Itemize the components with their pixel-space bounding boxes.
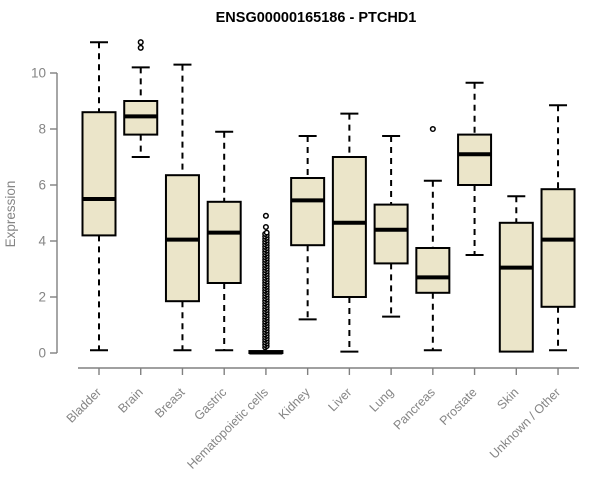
box-group-gastric: [206, 130, 242, 352]
outlier-point: [429, 125, 436, 133]
box-group-kidney: [290, 135, 326, 321]
iqr-box: [290, 177, 326, 247]
outlier-point: [262, 223, 269, 231]
box-group-pancreas: [415, 125, 451, 352]
box-group-hematopoietic-cells: [248, 212, 284, 355]
x-tick-label: Breast: [152, 385, 188, 421]
iqr-box: [331, 156, 367, 298]
x-tick-label: Hematopoietic cells: [184, 385, 271, 472]
chart-title: ENSG00000165186 - PTCHD1: [216, 10, 417, 26]
iqr-box: [498, 221, 534, 353]
x-tick-label: Prostate: [437, 385, 480, 428]
x-tick-label: Bladder: [64, 385, 104, 425]
outlier-point: [263, 229, 270, 236]
iqr-box: [206, 200, 242, 284]
outlier-point: [137, 44, 144, 51]
y-tick-label: 6: [38, 178, 46, 193]
x-tick-label: Pancreas: [391, 385, 438, 432]
box-group-liver: [331, 112, 367, 353]
x-tick-label: Liver: [325, 385, 354, 414]
outlier-point: [262, 212, 269, 219]
box-group-bladder: [81, 41, 117, 352]
outlier-point: [137, 39, 144, 46]
y-tick-label: 0: [38, 346, 46, 361]
plot-layer: [81, 39, 576, 355]
iqr-box: [81, 111, 117, 237]
y-axis-label: Expression: [3, 181, 18, 248]
x-tick-label: Unknown / Other: [487, 385, 563, 461]
box-group-prostate: [457, 81, 493, 256]
box-group-skin: [498, 195, 534, 353]
iqr-box: [540, 188, 576, 308]
iqr-box: [457, 133, 493, 187]
y-tick-label: 2: [38, 290, 46, 305]
iqr-box: [415, 247, 451, 294]
box-group-brain: [123, 39, 159, 158]
iqr-box: [373, 203, 409, 265]
box-group-breast: [164, 63, 200, 352]
y-tick-label: 4: [38, 234, 46, 249]
x-tick-label: Lung: [367, 385, 397, 415]
box-group-lung: [373, 135, 409, 318]
x-tick-label: Brain: [115, 385, 146, 416]
y-tick-label: 8: [38, 122, 46, 137]
x-tick-label: Kidney: [276, 385, 313, 422]
y-tick-label: 10: [31, 66, 46, 81]
box-group-unknown-other: [540, 104, 576, 352]
x-tick-label: Gastric: [191, 385, 229, 423]
x-tick-label: Skin: [494, 385, 521, 412]
